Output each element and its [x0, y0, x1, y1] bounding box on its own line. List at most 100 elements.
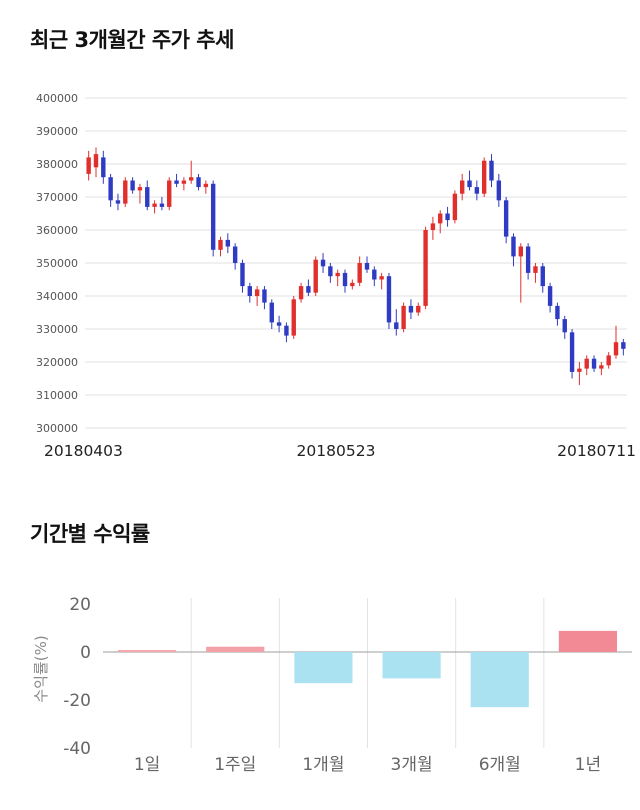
price-x-tick-label: 20180403: [44, 442, 123, 460]
candle-body: [489, 160, 494, 181]
candle-body: [306, 286, 311, 293]
candle-body: [540, 266, 545, 287]
returns-category-label: 1개월: [302, 755, 344, 775]
candle-body: [137, 187, 143, 191]
candle-body: [196, 177, 201, 188]
candle-body: [254, 289, 260, 296]
candle-body: [130, 180, 135, 191]
candle-body: [298, 286, 304, 300]
returns-category-label: 3개월: [391, 755, 433, 775]
price-y-tick-label: 350000: [36, 257, 78, 270]
candle-body: [320, 259, 326, 267]
candle-body: [247, 286, 252, 296]
price-y-tick-label: 360000: [36, 224, 78, 237]
candle-body: [328, 266, 333, 277]
candle-body: [525, 246, 531, 273]
return-bar: [206, 646, 265, 652]
candle-body: [291, 299, 296, 336]
price-y-tick-labels: 300000 310000 320000 330000 340000 350000 3600…: [36, 92, 78, 435]
candle-body: [467, 180, 472, 188]
price-trend-title: 최근 3개월간 주가 추세: [30, 28, 234, 52]
return-bar: [117, 650, 177, 652]
candle-body: [621, 342, 626, 349]
candle-body: [511, 236, 516, 257]
candle-body: [350, 282, 355, 287]
returns-category-label: 1일: [134, 755, 160, 775]
candle-body: [394, 322, 399, 329]
returns-category-label: 1년: [575, 755, 601, 775]
candle-body: [613, 342, 619, 356]
price-y-tick-label: 300000: [36, 422, 78, 435]
candle-body: [438, 213, 443, 224]
candle-body: [379, 276, 384, 280]
candle-body: [174, 180, 179, 184]
candle-body: [313, 259, 318, 293]
candle-body: [408, 305, 414, 313]
returns-category-label: 6개월: [479, 755, 521, 775]
candle-body: [159, 203, 165, 207]
candle-body: [584, 358, 589, 369]
price-x-tick-labels: 20180403 20180523 20180711: [44, 442, 636, 460]
candle-body: [577, 368, 582, 372]
candle-body: [342, 272, 348, 287]
candle-body: [262, 289, 267, 303]
return-bar: [382, 652, 441, 679]
candle-body: [445, 213, 450, 221]
candle-body: [240, 263, 245, 287]
return-bar: [470, 652, 529, 708]
candle-body: [210, 183, 216, 250]
candle-body: [591, 358, 597, 369]
returns-y-tick-label: 20: [69, 595, 91, 615]
price-y-tick-label: 370000: [36, 191, 78, 204]
candle-body: [269, 302, 274, 323]
returns-gridlines: [190, 598, 545, 748]
returns-y-tick-label: -20: [63, 691, 91, 711]
candle-body: [181, 180, 187, 184]
price-x-tick-label: 20180711: [557, 442, 636, 460]
candle-body: [503, 200, 509, 237]
candle-body: [599, 365, 604, 369]
price-y-tick-label: 310000: [36, 389, 78, 402]
candle-body: [533, 266, 538, 273]
candle-body: [364, 263, 370, 270]
candle-body: [357, 263, 362, 283]
price-y-tick-label: 400000: [36, 92, 78, 105]
price-y-tick-label: 330000: [36, 323, 78, 336]
candle-body: [203, 183, 209, 188]
returns-bars: [117, 630, 618, 708]
returns-bar-chart: 20 0 -20 -40 1일 1주일 1개월 3개월 6개월 1년: [63, 595, 632, 775]
price-y-tick-label: 390000: [36, 125, 78, 138]
candle-body: [416, 305, 421, 313]
returns-category-label: 1주일: [214, 755, 256, 775]
candlestick-chart: 300000 310000 320000 330000 340000 350000 3600…: [36, 92, 636, 460]
price-gridlines: [85, 97, 627, 429]
returns-y-tick-label: -40: [63, 739, 91, 759]
candle-body: [452, 193, 458, 221]
candle-body: [430, 223, 436, 230]
candle-body: [474, 187, 480, 194]
candle-body: [386, 276, 392, 323]
candle-body: [562, 319, 567, 333]
return-bar: [558, 630, 618, 652]
candle-body: [496, 180, 502, 201]
price-x-tick-label: 20180523: [297, 442, 376, 460]
candle-body: [145, 187, 150, 207]
candle-body: [335, 272, 340, 277]
candle-body: [547, 286, 553, 306]
candle-body: [101, 157, 106, 178]
price-y-tick-label: 380000: [36, 158, 78, 171]
candle-body: [218, 239, 223, 250]
candle-body: [372, 269, 377, 280]
price-y-tick-label: 340000: [36, 290, 78, 303]
candle-body: [460, 180, 465, 194]
returns-category-labels: 1일 1주일 1개월 3개월 6개월 1년: [134, 755, 601, 775]
candle-body: [401, 305, 406, 329]
candle-body: [284, 325, 289, 336]
returns-y-tick-label: 0: [80, 643, 91, 663]
price-y-tick-label: 320000: [36, 356, 78, 369]
candle-body: [123, 180, 128, 204]
candle-body: [189, 177, 194, 181]
candle-body: [225, 239, 231, 247]
candle-body: [86, 157, 91, 174]
